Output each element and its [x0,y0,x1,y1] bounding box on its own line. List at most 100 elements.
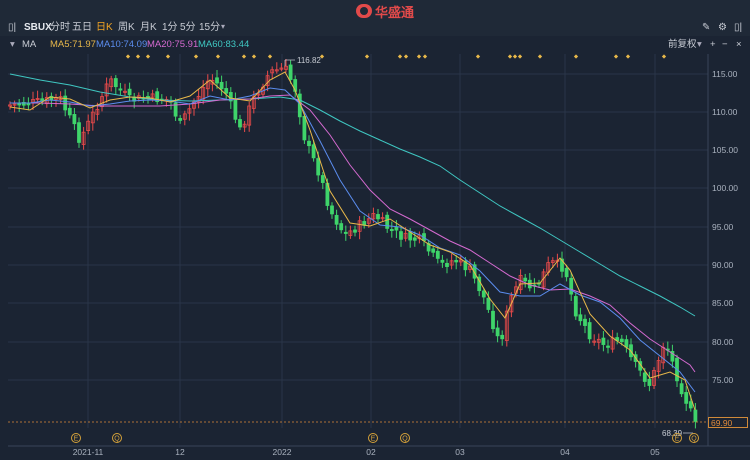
earnings-marker[interactable] [672,433,682,443]
earnings-marker[interactable] [71,433,81,443]
candle-body [500,334,505,340]
event-dot[interactable] [537,54,543,59]
event-dot[interactable] [475,54,481,59]
candle-body [624,339,629,348]
candlestick-chart[interactable]: 115.00 110.00 105.00 100.00 95.00 90.00 … [0,52,750,460]
candle-body [274,69,279,72]
tab-daily-k[interactable]: 日K [96,22,113,33]
event-dot[interactable] [517,54,523,59]
current-price-tag: 69.90 [708,417,748,428]
candle-body [67,107,72,116]
tab-1min[interactable]: 1分 [162,22,178,33]
candle-body [560,258,564,272]
candle-body [573,296,578,317]
ma20-value: MA20:75.91 [147,39,199,50]
event-dot[interactable] [416,54,422,59]
event-dot[interactable] [422,54,428,59]
layout-icon[interactable]: ▯| [8,22,17,33]
adjust-mode-dropdown[interactable]: 前复权 [668,39,697,50]
event-dot[interactable] [625,54,631,59]
high-price-label: 116.82 [297,56,321,65]
layout-icon[interactable]: ▯| [734,22,743,33]
y-tick-label: 75.00 [712,375,734,385]
candle-body [403,232,408,239]
event-dot[interactable] [507,54,513,59]
event-dot[interactable] [397,54,403,59]
event-dot[interactable] [251,54,257,59]
candle-body [210,79,215,85]
candle-body [330,205,334,215]
candle-body [481,290,486,298]
earnings-marker[interactable] [368,433,378,443]
event-dot[interactable] [215,54,221,59]
candle-body [233,98,238,120]
candle-body [596,338,601,343]
candle-body [583,318,587,326]
event-dot[interactable] [125,54,131,59]
ma-collapse-icon[interactable]: ▾ [10,39,15,50]
quote-marker[interactable] [689,433,699,443]
candle-body [445,262,449,267]
close-icon[interactable]: × [736,39,742,50]
chevron-down-icon[interactable]: ▾ [697,39,702,50]
candle-body [182,113,187,120]
add-icon[interactable]: + [710,39,716,50]
quote-marker[interactable] [112,433,122,443]
candle-body [440,259,445,263]
event-dot[interactable] [267,54,273,59]
ma5-line [9,71,696,411]
event-dot[interactable] [364,54,370,59]
candle-body [652,370,656,386]
draw-pencil-icon[interactable]: ✎ [702,22,711,33]
candle-body [187,108,192,114]
ma60-value: MA60:83.44 [198,39,250,50]
candle-body [334,214,339,225]
candle-body [376,214,380,220]
candle-body [619,338,624,343]
brand-logo-icon [356,4,372,18]
candle-body [284,65,288,70]
event-dot[interactable] [145,54,151,59]
low-price-label: 68.39 [662,429,683,438]
event-dot[interactable] [193,54,199,59]
tab-weekly-k[interactable]: 周K [118,22,135,33]
event-dot[interactable] [613,54,619,59]
tab-monthly-k[interactable]: 月K [140,22,157,33]
event-dot[interactable] [135,54,141,59]
brand-logo: 华盛通 [356,3,414,20]
settings-icon[interactable]: ⚙ [718,22,727,33]
tab-15min[interactable]: 15分 [199,22,221,33]
event-dot[interactable] [573,54,579,59]
candle-body [127,88,132,96]
tab-five-day[interactable]: 五日 [72,22,92,33]
tab-timeshare[interactable]: 分时 [50,22,70,33]
minus-icon[interactable]: − [722,39,728,50]
quote-marker-label: Q [114,436,120,443]
candle-body [454,259,459,263]
candle-body [270,69,275,74]
event-dot[interactable] [661,54,667,59]
event-dot[interactable] [165,54,171,59]
chevron-down-icon[interactable]: ▾ [221,22,226,31]
symbol-label: SBUX [24,22,52,33]
tab-5min[interactable]: 5分 [180,22,196,33]
chart-toolbar: ▯| SBUX 分时 五日 日K 周K 月K 1分 5分 15分 ▾ 华盛通 ✎… [0,0,750,36]
event-dot[interactable] [512,54,518,59]
y-tick-label: 115.00 [712,69,738,79]
candle-body [353,229,357,233]
candle-body [550,260,555,263]
ma20-line [10,94,696,373]
candle-body [118,88,123,91]
earnings-marker-label: E [675,436,680,443]
earnings-marker-label: E [74,436,79,443]
candle-body [343,231,348,234]
event-dot[interactable] [403,54,409,59]
x-tick-label: 05 [650,447,660,457]
ma-label: MA [22,39,37,50]
candle-body [35,98,40,101]
candle-body [592,340,597,343]
candle-body [21,102,26,106]
event-dot[interactable] [241,54,247,59]
quote-marker[interactable] [400,433,410,443]
candle-body [109,78,114,88]
